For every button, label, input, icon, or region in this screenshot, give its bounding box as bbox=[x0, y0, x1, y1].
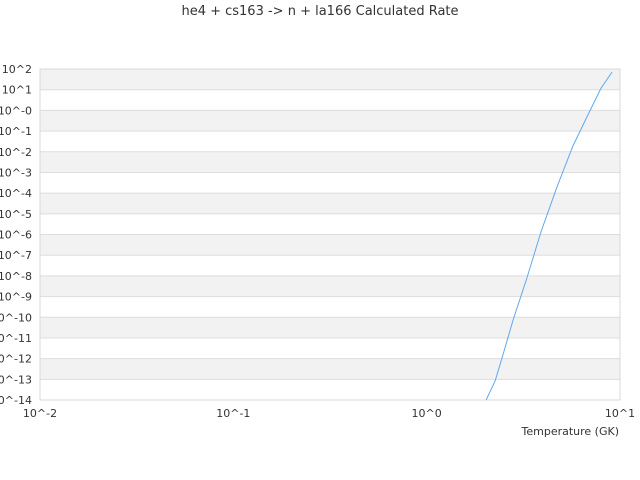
grid-band bbox=[40, 151, 620, 173]
grid-band bbox=[40, 69, 620, 90]
y-tick-label: 10^-10 bbox=[0, 311, 32, 324]
y-tick-label: 10^-3 bbox=[0, 166, 32, 179]
y-tick-label: 10^-7 bbox=[0, 249, 32, 262]
y-tick-label: 10^-0 bbox=[0, 104, 32, 117]
y-tick-label: 10^2 bbox=[2, 63, 32, 76]
y-tick-label: 10^-14 bbox=[0, 394, 32, 407]
grid-band bbox=[40, 317, 620, 338]
chart-title: he4 + cs163 -> n + la166 Calculated Rate bbox=[181, 4, 459, 19]
grid-band bbox=[40, 255, 620, 276]
x-tick-label: 10^-2 bbox=[23, 407, 57, 420]
grid-band bbox=[40, 172, 620, 194]
y-tick-label: 10^-9 bbox=[0, 291, 32, 304]
rate-series-line bbox=[485, 71, 613, 401]
y-tick-label: 10^-11 bbox=[0, 332, 32, 345]
grid-band bbox=[40, 110, 620, 132]
grid-band bbox=[40, 358, 620, 380]
y-tick-label: 10^-8 bbox=[0, 270, 32, 283]
grid-band bbox=[40, 193, 620, 214]
grid-band bbox=[40, 89, 620, 111]
y-tick-label: 10^1 bbox=[2, 84, 32, 97]
x-axis-label: Temperature (GK) bbox=[521, 425, 620, 438]
grid-band bbox=[40, 131, 620, 152]
y-tick-label: 10^-4 bbox=[0, 187, 32, 200]
x-tick-label: 10^1 bbox=[605, 407, 635, 420]
grid-band bbox=[40, 234, 620, 256]
x-tick-label: 10^-1 bbox=[216, 407, 250, 420]
plot-frame bbox=[39, 68, 621, 401]
y-tick-label: 10^-6 bbox=[0, 229, 32, 242]
grid-band bbox=[40, 379, 620, 400]
y-tick-label: 10^-13 bbox=[0, 373, 32, 386]
grid-band bbox=[40, 296, 620, 318]
grid-band bbox=[40, 213, 620, 235]
grid-band bbox=[40, 337, 620, 359]
y-tick-label: 10^-12 bbox=[0, 353, 32, 366]
y-tick-label: 10^-2 bbox=[0, 146, 32, 159]
y-tick-label: 10^-5 bbox=[0, 208, 32, 221]
y-tick-label: 10^-1 bbox=[0, 125, 32, 138]
grid-band bbox=[40, 275, 620, 297]
x-tick-label: 10^0 bbox=[412, 407, 442, 420]
